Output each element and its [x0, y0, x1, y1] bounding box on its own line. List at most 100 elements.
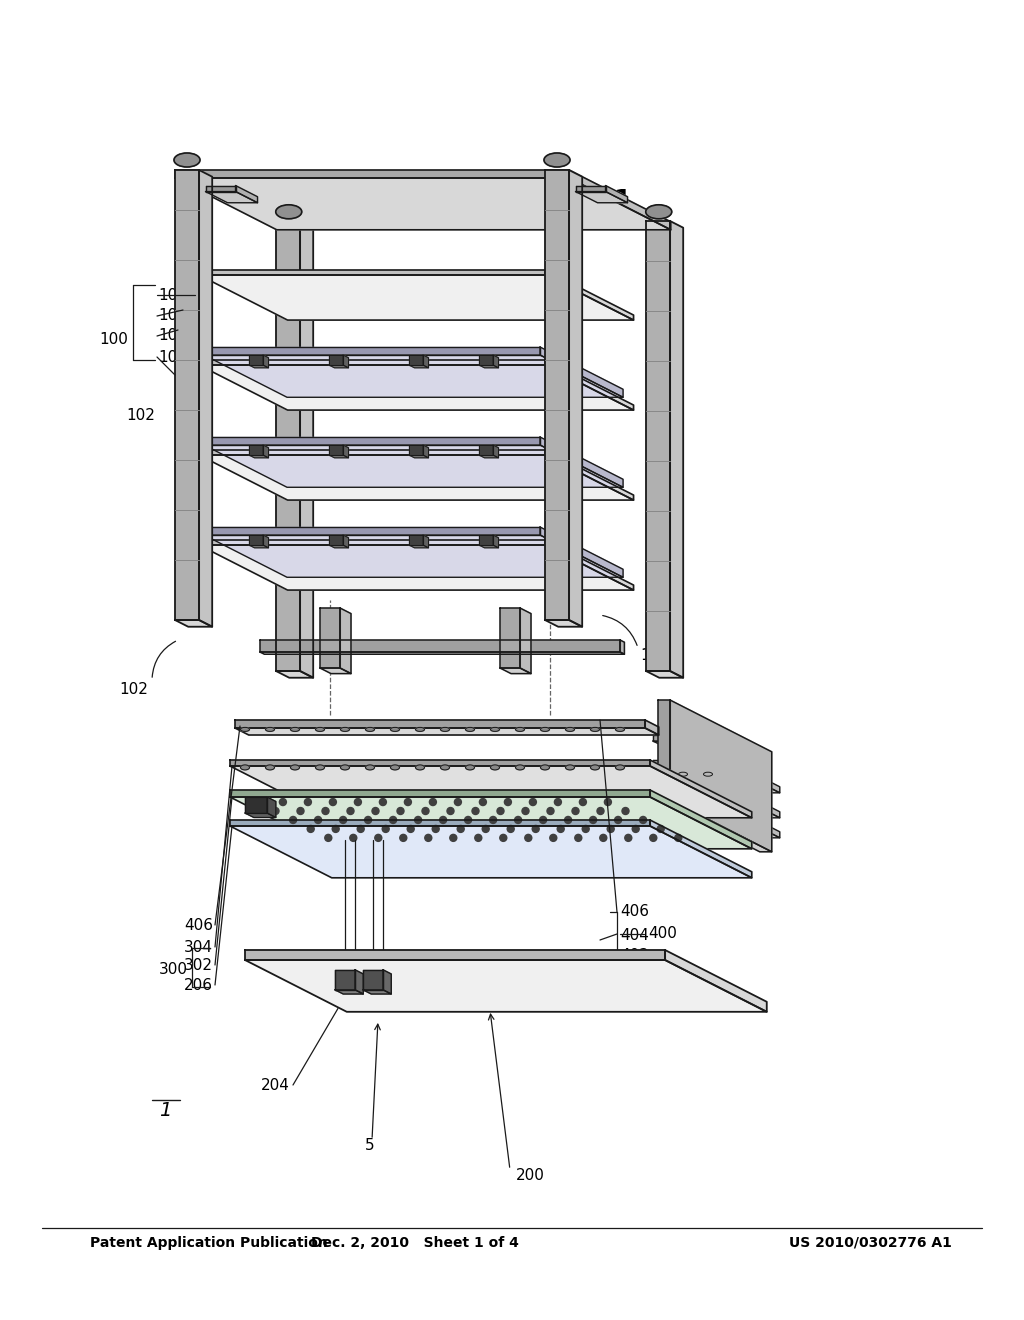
- Polygon shape: [323, 764, 733, 772]
- Ellipse shape: [515, 727, 524, 731]
- Ellipse shape: [615, 727, 625, 731]
- Polygon shape: [409, 355, 423, 366]
- Polygon shape: [329, 455, 348, 458]
- Polygon shape: [409, 366, 428, 368]
- Circle shape: [347, 808, 354, 814]
- Polygon shape: [653, 785, 779, 838]
- Polygon shape: [343, 445, 348, 458]
- Ellipse shape: [490, 764, 500, 770]
- Circle shape: [675, 834, 682, 841]
- Text: 100: 100: [99, 333, 128, 347]
- Polygon shape: [276, 671, 313, 677]
- Polygon shape: [245, 950, 665, 960]
- Circle shape: [455, 799, 462, 805]
- Circle shape: [583, 825, 589, 833]
- Circle shape: [529, 799, 537, 805]
- Polygon shape: [500, 668, 531, 673]
- Polygon shape: [409, 445, 423, 455]
- Circle shape: [572, 808, 579, 814]
- Text: 304: 304: [184, 940, 213, 954]
- Circle shape: [365, 817, 372, 824]
- Circle shape: [325, 834, 332, 841]
- Circle shape: [307, 825, 314, 833]
- Ellipse shape: [515, 764, 524, 770]
- Polygon shape: [383, 970, 391, 994]
- Polygon shape: [423, 355, 428, 368]
- Polygon shape: [540, 527, 623, 577]
- Polygon shape: [230, 820, 650, 826]
- Polygon shape: [249, 455, 268, 458]
- Circle shape: [382, 825, 389, 833]
- Circle shape: [380, 799, 386, 805]
- Polygon shape: [323, 772, 746, 779]
- Circle shape: [590, 817, 597, 824]
- Polygon shape: [245, 813, 275, 817]
- Ellipse shape: [265, 764, 274, 770]
- Polygon shape: [249, 545, 268, 548]
- Circle shape: [397, 808, 404, 814]
- Ellipse shape: [554, 772, 562, 776]
- Polygon shape: [479, 455, 499, 458]
- Circle shape: [657, 825, 665, 833]
- Ellipse shape: [454, 772, 463, 776]
- Polygon shape: [343, 535, 348, 548]
- Circle shape: [429, 799, 436, 805]
- Polygon shape: [646, 220, 670, 671]
- Ellipse shape: [629, 772, 638, 776]
- Polygon shape: [650, 789, 752, 849]
- Text: 102: 102: [119, 682, 148, 697]
- Polygon shape: [329, 445, 343, 455]
- Ellipse shape: [591, 727, 599, 731]
- Polygon shape: [653, 766, 779, 818]
- Ellipse shape: [241, 727, 250, 731]
- Ellipse shape: [565, 727, 574, 731]
- Polygon shape: [300, 220, 313, 677]
- Circle shape: [607, 825, 614, 833]
- Polygon shape: [653, 760, 678, 766]
- Circle shape: [507, 825, 514, 833]
- Polygon shape: [175, 170, 569, 178]
- Polygon shape: [230, 797, 752, 849]
- Polygon shape: [249, 445, 263, 455]
- Polygon shape: [493, 535, 499, 548]
- Polygon shape: [329, 545, 348, 548]
- Polygon shape: [319, 668, 351, 673]
- Polygon shape: [362, 990, 391, 994]
- Text: 5: 5: [366, 1138, 375, 1152]
- Polygon shape: [540, 437, 623, 487]
- Polygon shape: [653, 741, 779, 793]
- Circle shape: [614, 817, 622, 824]
- Circle shape: [604, 799, 611, 805]
- Ellipse shape: [478, 772, 487, 776]
- Text: 108: 108: [158, 288, 186, 302]
- Polygon shape: [335, 970, 355, 990]
- Polygon shape: [263, 355, 268, 368]
- Circle shape: [632, 825, 639, 833]
- Ellipse shape: [579, 772, 588, 776]
- Polygon shape: [409, 535, 423, 545]
- Circle shape: [272, 808, 279, 814]
- Ellipse shape: [416, 727, 425, 731]
- Circle shape: [557, 825, 564, 833]
- Polygon shape: [230, 760, 650, 766]
- Circle shape: [524, 834, 531, 841]
- Polygon shape: [199, 540, 545, 545]
- Text: 204: 204: [261, 1077, 290, 1093]
- Circle shape: [625, 834, 632, 841]
- Polygon shape: [409, 455, 428, 458]
- Polygon shape: [423, 535, 428, 548]
- Text: 402: 402: [620, 948, 649, 962]
- Circle shape: [330, 799, 337, 805]
- Ellipse shape: [379, 772, 387, 776]
- Polygon shape: [678, 735, 779, 793]
- Text: 102: 102: [158, 350, 186, 364]
- Polygon shape: [665, 950, 767, 1012]
- Circle shape: [340, 817, 346, 824]
- Polygon shape: [267, 797, 275, 817]
- Circle shape: [457, 825, 464, 833]
- Ellipse shape: [544, 153, 570, 168]
- Circle shape: [297, 808, 304, 814]
- Ellipse shape: [315, 764, 325, 770]
- Circle shape: [600, 834, 607, 841]
- Circle shape: [650, 834, 656, 841]
